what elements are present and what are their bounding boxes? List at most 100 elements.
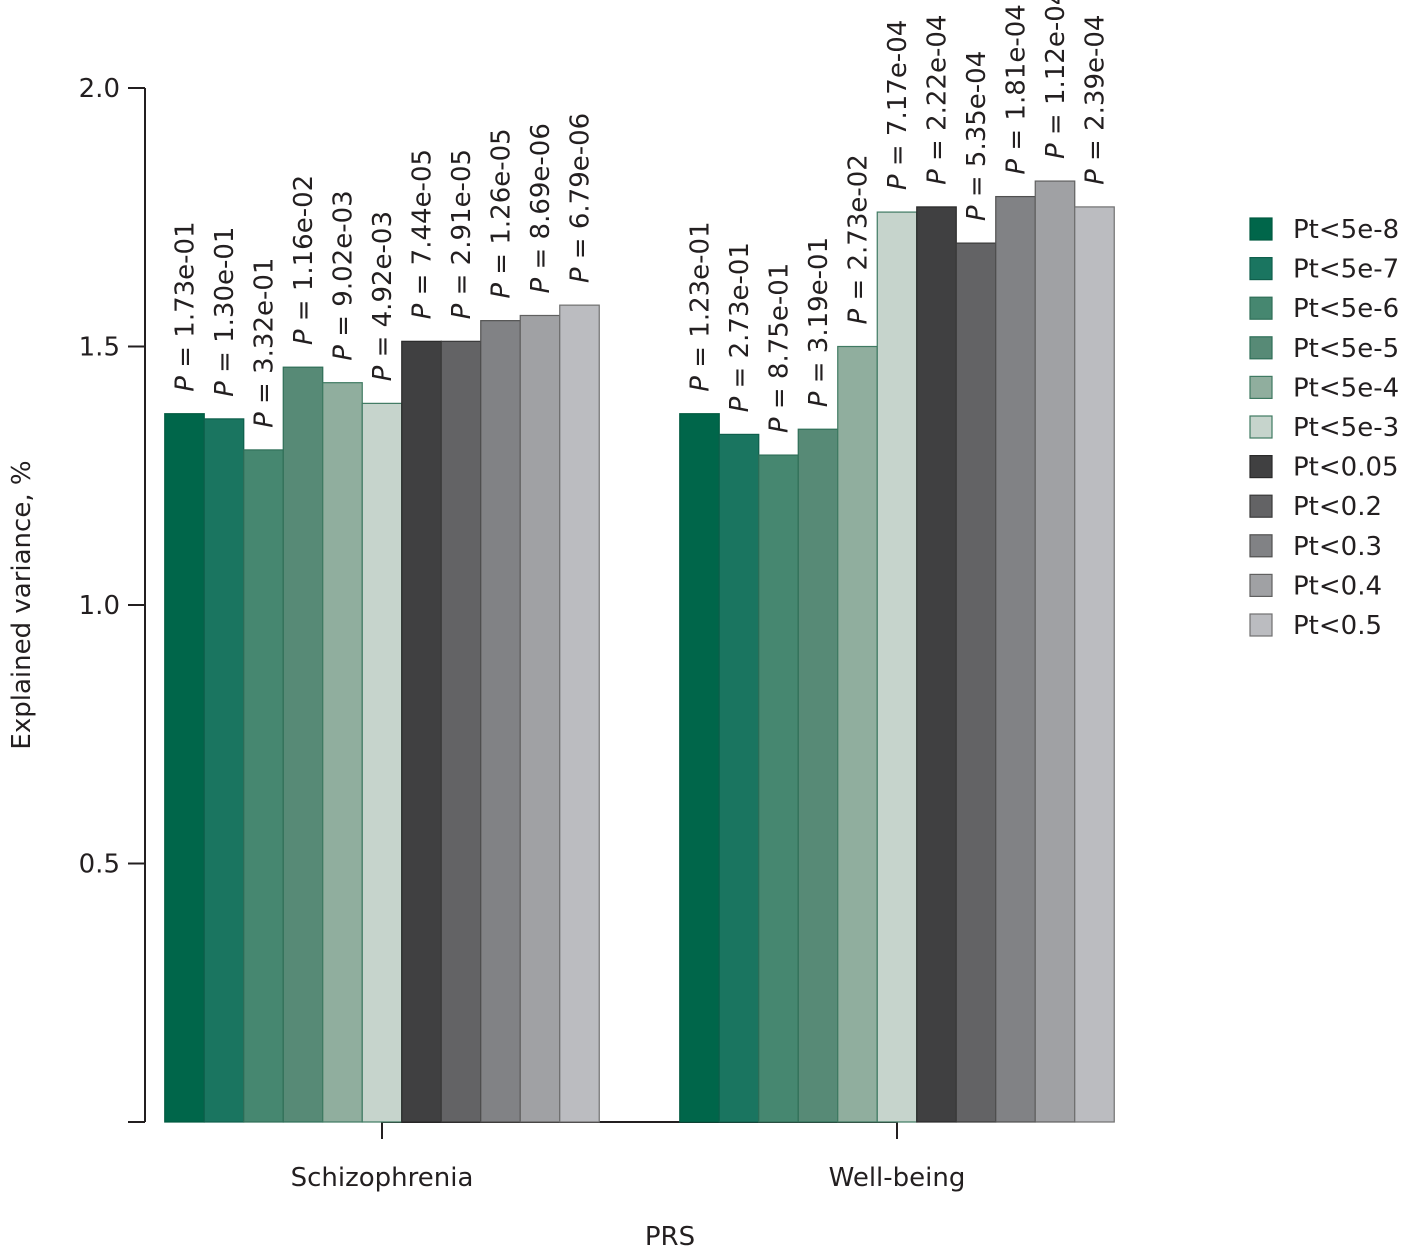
bar xyxy=(440,340,482,1123)
p-symbol: P xyxy=(447,303,477,319)
p-value-label: P = 1.81e-04 xyxy=(1002,4,1032,174)
p-value-label: P = 1.26e-05 xyxy=(487,128,517,298)
p-value: = 1.12e-04 xyxy=(1041,0,1071,143)
p-value-label: P = 3.19e-01 xyxy=(804,237,834,407)
p-value-label: P = 6.79e-06 xyxy=(566,113,596,283)
p-value-label: P = 1.16e-02 xyxy=(289,175,319,345)
legend-swatch xyxy=(1249,455,1273,479)
p-value: = 1.73e-01 xyxy=(171,221,201,376)
x-axis-label: PRS xyxy=(645,1222,695,1252)
p-symbol: P xyxy=(250,412,280,428)
p-value: = 1.30e-01 xyxy=(210,227,240,382)
p-value: = 8.69e-06 xyxy=(526,123,556,278)
bar xyxy=(322,382,363,1123)
legend-swatch xyxy=(1249,415,1273,439)
legend-label: Pt<0.2 xyxy=(1293,492,1382,522)
bar xyxy=(361,402,403,1123)
legend-label: Pt<5e-3 xyxy=(1293,413,1399,443)
p-symbol: P xyxy=(883,174,913,190)
p-value: = 3.32e-01 xyxy=(250,258,280,413)
p-value-label: P = 1.23e-01 xyxy=(686,221,716,391)
p-symbol: P xyxy=(1041,143,1071,159)
p-value-label: P = 2.39e-04 xyxy=(1081,15,1111,185)
legend-swatch xyxy=(1249,257,1273,281)
p-value: = 2.73e-02 xyxy=(844,154,874,309)
p-value: = 2.22e-04 xyxy=(923,15,953,170)
p-value: = 2.91e-05 xyxy=(447,149,477,304)
p-value: = 7.17e-04 xyxy=(883,20,913,175)
bar xyxy=(1074,206,1115,1123)
bar xyxy=(758,454,799,1123)
bar xyxy=(837,345,878,1123)
legend-swatch xyxy=(1249,573,1273,598)
p-symbol: P xyxy=(368,365,398,381)
p-value: = 9.02e-03 xyxy=(329,190,359,345)
bar xyxy=(995,195,1036,1123)
p-value: = 3.19e-01 xyxy=(804,237,834,392)
p-value: = 2.73e-01 xyxy=(725,242,755,397)
bar xyxy=(559,304,600,1123)
p-symbol: P xyxy=(923,169,953,185)
x-tick-label: Schizophrenia xyxy=(291,1163,474,1193)
bar xyxy=(164,413,205,1123)
p-value-label: P = 1.30e-01 xyxy=(210,227,240,397)
p-value-label: P = 5.35e-04 xyxy=(962,51,992,221)
bar xyxy=(955,242,997,1123)
p-value: = 4.92e-03 xyxy=(368,211,398,366)
legend-label: Pt<5e-8 xyxy=(1293,215,1399,245)
bar xyxy=(282,366,324,1123)
p-value: = 6.79e-06 xyxy=(566,113,596,268)
legend-swatch xyxy=(1249,375,1273,399)
p-value: = 8.75e-01 xyxy=(765,263,795,418)
p-value: = 1.26e-05 xyxy=(487,128,517,283)
p-value: = 1.23e-01 xyxy=(686,221,716,376)
legend-label: Pt<5e-7 xyxy=(1293,255,1399,285)
p-symbol: P xyxy=(210,381,240,397)
y-tick-label: 0.5 xyxy=(79,850,120,880)
legend-swatch xyxy=(1249,613,1273,637)
y-axis-label: Explained variance, % xyxy=(7,460,37,749)
bar xyxy=(401,340,442,1123)
p-symbol: P xyxy=(329,345,359,361)
legend-swatch xyxy=(1249,296,1273,320)
p-value-label: P = 2.73e-01 xyxy=(725,242,755,412)
bar xyxy=(679,413,720,1123)
legend-label: Pt<0.5 xyxy=(1293,611,1382,641)
p-symbol: P xyxy=(765,417,795,433)
p-value-label: P = 2.91e-05 xyxy=(447,149,477,319)
legend-swatch xyxy=(1249,217,1273,241)
p-value-label: P = 7.44e-05 xyxy=(408,149,438,319)
legend-label: Pt<0.3 xyxy=(1293,532,1382,562)
bar xyxy=(718,433,760,1123)
p-symbol: P xyxy=(526,277,556,293)
bar xyxy=(1034,180,1076,1123)
legend-swatch xyxy=(1249,336,1273,360)
p-value-label: P = 1.12e-04 xyxy=(1041,0,1071,159)
p-value-label: P = 9.02e-03 xyxy=(329,190,359,360)
p-symbol: P xyxy=(487,283,517,299)
legend-label: Pt<5e-5 xyxy=(1293,334,1399,364)
p-value: = 5.35e-04 xyxy=(962,51,992,206)
p-value-label: P = 7.17e-04 xyxy=(883,20,913,190)
p-value: = 7.44e-05 xyxy=(408,149,438,304)
x-tick-label: Well-being xyxy=(829,1163,966,1193)
p-value-label: P = 4.92e-03 xyxy=(368,211,398,381)
y-tick-label: 1.0 xyxy=(79,591,120,621)
p-value-label: P = 8.75e-01 xyxy=(765,263,795,433)
legend-label: Pt<5e-4 xyxy=(1293,373,1399,403)
p-value: = 1.81e-04 xyxy=(1002,4,1032,159)
legend-label: Pt<5e-6 xyxy=(1293,294,1399,324)
p-value-label: P = 8.69e-06 xyxy=(526,123,556,293)
p-value-label: P = 2.22e-04 xyxy=(923,15,953,185)
p-symbol: P xyxy=(566,267,596,283)
p-symbol: P xyxy=(289,329,319,345)
p-symbol: P xyxy=(962,205,992,221)
legend-swatch xyxy=(1249,534,1273,558)
p-symbol: P xyxy=(1081,169,1111,185)
y-tick-label: 2.0 xyxy=(79,74,120,104)
p-symbol: P xyxy=(1002,159,1032,175)
legend-label: Pt<0.05 xyxy=(1293,453,1399,483)
p-value-label: P = 2.73e-02 xyxy=(844,154,874,324)
p-symbol: P xyxy=(171,376,201,392)
